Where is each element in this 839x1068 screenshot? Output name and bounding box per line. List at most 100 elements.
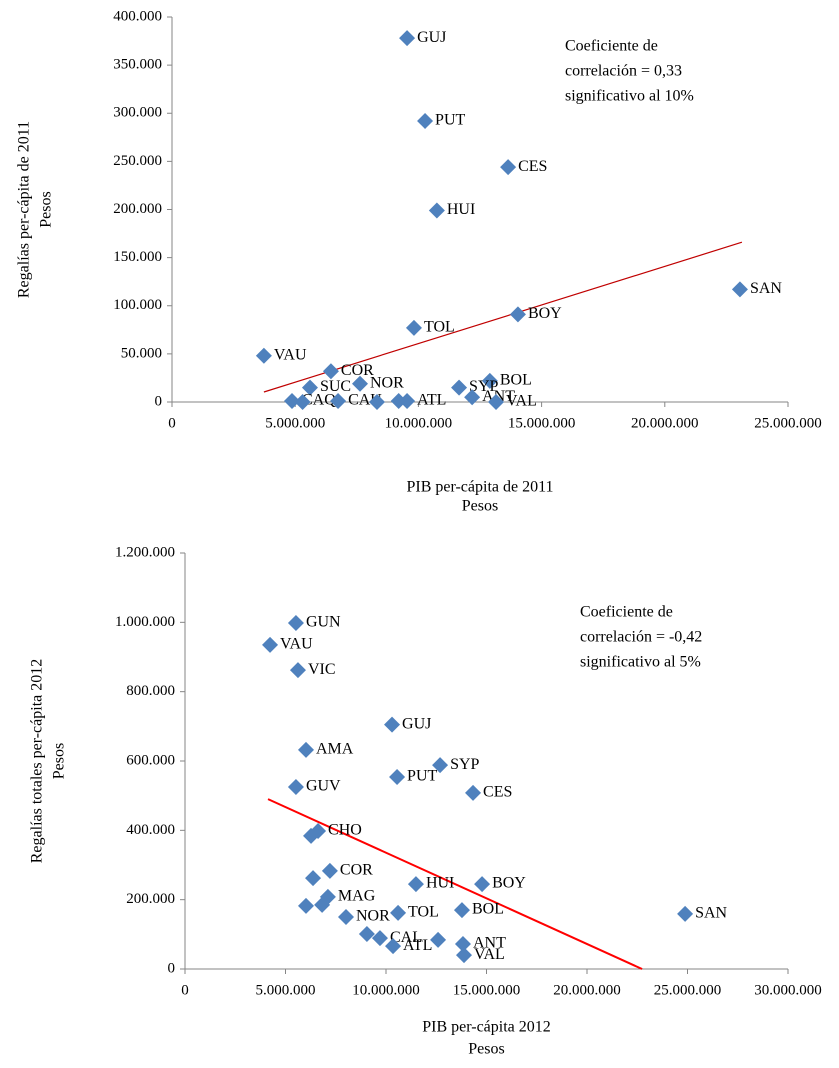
point-label: BOY	[492, 875, 526, 892]
point	[287, 779, 304, 795]
point-label: AMA	[316, 741, 354, 758]
point-label: GUJ	[417, 29, 446, 46]
point-label: HUI	[447, 201, 475, 218]
point-label: VAL	[506, 393, 537, 410]
y-tick-label: 0	[168, 960, 176, 976]
point	[465, 784, 482, 801]
x-axis-title: Pesos	[468, 1041, 504, 1058]
point	[321, 862, 338, 879]
x-tick-label: 5.000.000	[256, 982, 316, 998]
y-axis-title: Regalías totales per-cápita 2012	[29, 659, 46, 864]
point	[369, 394, 386, 410]
annotation: correlación = 0,33	[565, 63, 682, 80]
point	[389, 768, 406, 785]
point-label: GUV	[306, 778, 341, 795]
point-label: BOL	[500, 371, 532, 388]
point	[430, 931, 447, 948]
x-axis-title: PIB per-cápita 2012	[422, 1019, 551, 1036]
annotation: Coeficiente de	[565, 38, 658, 55]
point	[432, 757, 449, 774]
point-label: NOR	[370, 374, 404, 391]
x-tick-label: 15.000.000	[508, 415, 576, 431]
point	[289, 662, 306, 679]
point	[371, 930, 388, 947]
point	[385, 938, 402, 955]
point	[451, 379, 468, 396]
point-label: SAN	[750, 280, 782, 297]
point	[358, 925, 375, 942]
point	[500, 159, 517, 176]
point-label: TOL	[424, 319, 455, 336]
x-tick-label: 0	[168, 415, 176, 431]
y-tick-label: 400.000	[126, 822, 175, 838]
x-tick-label: 20.000.000	[631, 415, 699, 431]
point-label: ANT	[473, 935, 506, 952]
point	[453, 902, 470, 919]
point-label: VIC	[308, 661, 336, 678]
point-label: HUI	[426, 875, 454, 892]
point	[298, 741, 315, 758]
x-tick-label: 10.000.000	[352, 982, 420, 998]
point-label: SUC	[320, 378, 351, 395]
point	[283, 393, 300, 410]
point-label: SYP	[450, 756, 479, 773]
y-tick-label: 300.000	[113, 105, 162, 121]
y-tick-label: 350.000	[113, 57, 162, 73]
point-label: BOL	[472, 901, 504, 918]
y-tick-label: 200.000	[113, 201, 162, 217]
point	[314, 896, 331, 913]
point	[294, 394, 311, 410]
point-label: PUT	[435, 112, 465, 129]
point	[454, 936, 471, 953]
point	[731, 281, 748, 298]
point-label: VAU	[274, 346, 307, 363]
y-axis-title: Pesos	[51, 743, 68, 779]
y-axis-title: Pesos	[38, 191, 55, 227]
point-label: COR	[341, 362, 374, 379]
point-label: CAQ	[302, 392, 336, 409]
point	[305, 870, 322, 887]
point	[428, 202, 445, 219]
y-tick-label: 400.000	[113, 8, 162, 24]
trend-line	[267, 798, 643, 970]
point-label: SYP	[469, 378, 498, 395]
point	[298, 897, 315, 914]
point-label: TOL	[408, 904, 439, 921]
point	[352, 375, 369, 392]
point-label: BOY	[528, 305, 562, 322]
point-label: NOR	[356, 908, 390, 925]
point	[407, 876, 424, 893]
x-tick-label: 0	[181, 982, 189, 998]
y-tick-label: 200.000	[126, 891, 175, 907]
point-label: ATL	[403, 937, 432, 954]
x-axis-title: PIB per-cápita de 2011	[406, 479, 553, 496]
x-tick-label: 5.000.000	[265, 415, 325, 431]
point	[338, 909, 355, 925]
point-label: PUT	[407, 768, 437, 785]
y-axis-title: Regalías per-cápita de 2011	[16, 121, 33, 298]
point	[262, 636, 279, 653]
point	[322, 363, 339, 380]
point	[384, 716, 401, 733]
y-tick-label: 250.000	[113, 153, 162, 169]
point-label: VAU	[280, 636, 313, 653]
point	[301, 379, 318, 396]
annotation: significativo al 10%	[565, 88, 694, 105]
y-tick-label: 50.000	[121, 345, 162, 361]
point	[474, 876, 491, 893]
point-label: ATL	[417, 392, 446, 409]
point	[455, 947, 472, 964]
point-label: GUJ	[402, 715, 431, 732]
annotation: correlación = -0,42	[580, 629, 702, 646]
x-tick-label: 30.000.000	[754, 982, 822, 998]
point	[255, 347, 272, 364]
point	[488, 394, 505, 410]
point	[509, 306, 526, 323]
y-tick-label: 600.000	[126, 752, 175, 768]
point-label: CAL	[390, 929, 422, 946]
point-label: CHO	[328, 822, 362, 839]
y-tick-label: 800.000	[126, 683, 175, 699]
x-axis-title: Pesos	[462, 498, 498, 515]
